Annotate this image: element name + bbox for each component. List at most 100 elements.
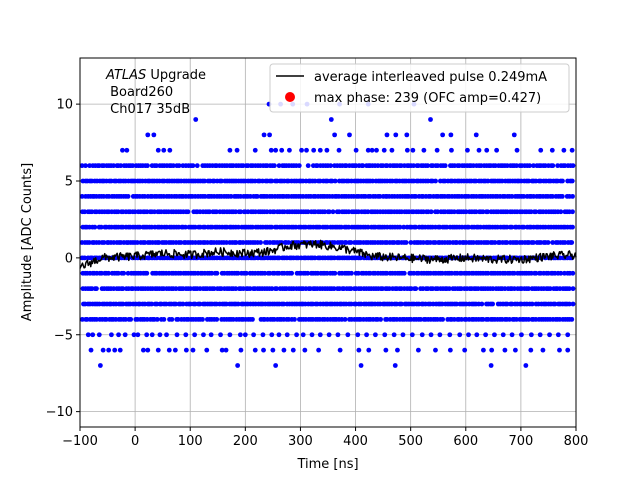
sample-point [391,332,397,338]
sample-point [281,301,287,307]
sample-point [435,209,440,215]
sample-point [79,193,85,199]
sample-point [109,332,114,338]
sample-point [152,209,157,215]
sample-point [242,332,248,338]
sample-point [88,347,94,353]
sample-point [348,286,354,292]
sample-point [440,316,446,322]
sample-point [565,347,571,353]
sample-point [145,163,150,169]
sample-point [120,147,125,153]
sample-point [570,224,575,230]
x-tick-label: 600 [453,434,478,449]
sample-point [410,147,416,153]
sample-point [481,347,486,353]
sample-point [428,209,434,215]
sample-point [324,224,330,230]
x-tick-label: 500 [398,434,423,449]
sample-point [111,163,116,169]
sample-point [273,363,279,368]
sample-point [434,147,440,153]
sample-point [121,270,127,276]
sample-point [180,301,186,307]
axis-ticks: −100 0 100 200 300 400 500 600 700 800 −10 −5 0 5 10 [46,98,589,449]
sample-point [183,347,189,353]
sample-point [82,209,88,215]
sample-point [219,178,224,184]
sample-point [336,147,342,153]
sample-point [208,332,214,338]
sample-point [401,270,407,276]
sample-point [473,209,479,215]
sample-point [502,347,508,353]
sample-point [317,332,323,338]
sample-point [207,209,212,215]
sample-point [428,332,434,338]
sample-point [570,270,576,276]
sample-point [446,286,452,292]
sample-point [395,347,400,353]
sample-point [514,316,519,322]
sample-point [86,240,92,245]
sample-point [269,224,275,230]
sample-point [566,301,572,307]
sample-point [106,347,112,353]
sample-point [428,117,433,122]
sample-point [149,332,155,338]
sample-point [451,209,457,215]
sample-point [312,178,318,184]
sample-point [292,316,297,322]
sample-point [175,316,181,322]
sample-point [131,332,137,338]
sample-point [276,332,282,338]
sample-point [98,224,104,230]
sample-point [142,240,148,245]
sample-point [235,301,241,307]
sample-point [413,193,419,199]
sample-point [326,332,332,338]
sample-point [289,270,295,276]
sample-point [413,224,419,230]
sample-point [115,270,121,276]
sample-point [250,316,255,322]
sample-point [440,132,446,138]
sample-point [569,178,575,184]
sample-point [349,270,354,276]
sample-point [140,347,146,353]
sample-point [374,147,379,153]
sample-point [305,209,311,215]
sample-point [331,286,337,292]
sample-point [437,332,443,338]
sample-point [247,286,253,292]
sample-point [200,316,205,322]
x-axis-label: Time [ns] [296,457,358,472]
sample-point [570,209,575,215]
legend-box [269,63,570,113]
sample-point [271,163,277,169]
legend-max-swatch [285,92,295,102]
sample-point [134,240,140,245]
sample-point [353,147,359,153]
sample-point [474,332,480,338]
annotation-line-1: ATLAS Upgrade [105,68,206,83]
y-tick-label: −10 [46,405,73,420]
sample-point [115,209,121,215]
sample-point [465,147,470,153]
sample-point [269,286,275,292]
legend: average interleaved pulse 0.249mA max ph… [269,63,570,113]
sample-point [316,347,322,353]
sample-point [161,316,167,322]
sample-point [488,363,494,368]
sample-point [550,193,555,199]
sample-point [135,332,141,338]
average-pulse-line [79,239,577,269]
sample-point [234,147,240,153]
sample-point [284,332,290,338]
sample-point [202,178,208,184]
sample-point [287,147,292,153]
sample-point [103,316,109,322]
sample-point [523,363,529,368]
sample-point [384,316,390,322]
sample-point [480,316,486,322]
